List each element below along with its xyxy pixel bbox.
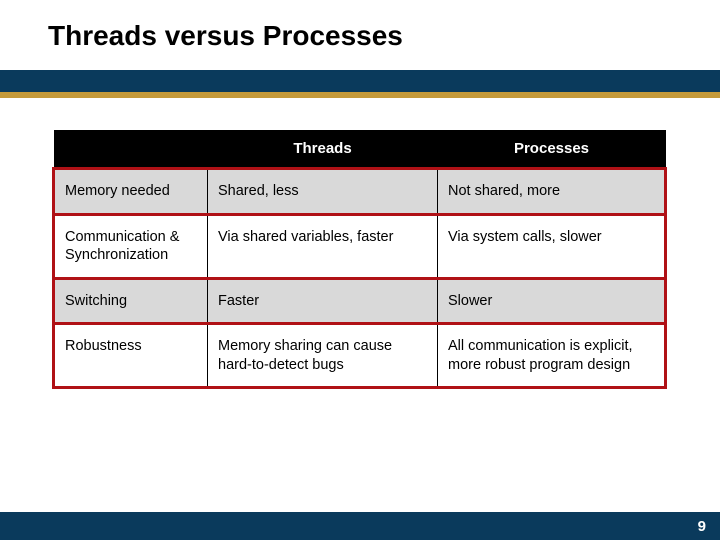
comparison-table-wrap: Threads Processes Memory needed Shared, … [52,130,664,389]
cell: Shared, less [208,169,438,215]
row-label: Communication & Synchronization [54,214,208,278]
cell: Faster [208,278,438,324]
page-number: 9 [698,518,706,535]
cell: Memory sharing can cause hard-to-detect … [208,324,438,388]
comparison-table: Threads Processes Memory needed Shared, … [52,130,667,389]
table-row: Switching Faster Slower [54,278,666,324]
table-header-row: Threads Processes [54,130,666,169]
row-label: Switching [54,278,208,324]
table-row: Memory needed Shared, less Not shared, m… [54,169,666,215]
page-title: Threads versus Processes [48,20,403,52]
table-row: Communication & Synchronization Via shar… [54,214,666,278]
cell: Via system calls, slower [438,214,666,278]
table-header-blank [54,130,208,169]
table-header-threads: Threads [208,130,438,169]
accent-bar [0,92,720,98]
cell: All communication is explicit, more robu… [438,324,666,388]
header-bar [0,70,720,92]
table-body: Memory needed Shared, less Not shared, m… [54,169,666,388]
cell: Slower [438,278,666,324]
row-label: Memory needed [54,169,208,215]
table-header-processes: Processes [438,130,666,169]
cell: Not shared, more [438,169,666,215]
cell: Via shared variables, faster [208,214,438,278]
footer-bar: 9 [0,512,720,540]
slide: Threads versus Processes Threads Process… [0,0,720,540]
table-row: Robustness Memory sharing can cause hard… [54,324,666,388]
row-label: Robustness [54,324,208,388]
